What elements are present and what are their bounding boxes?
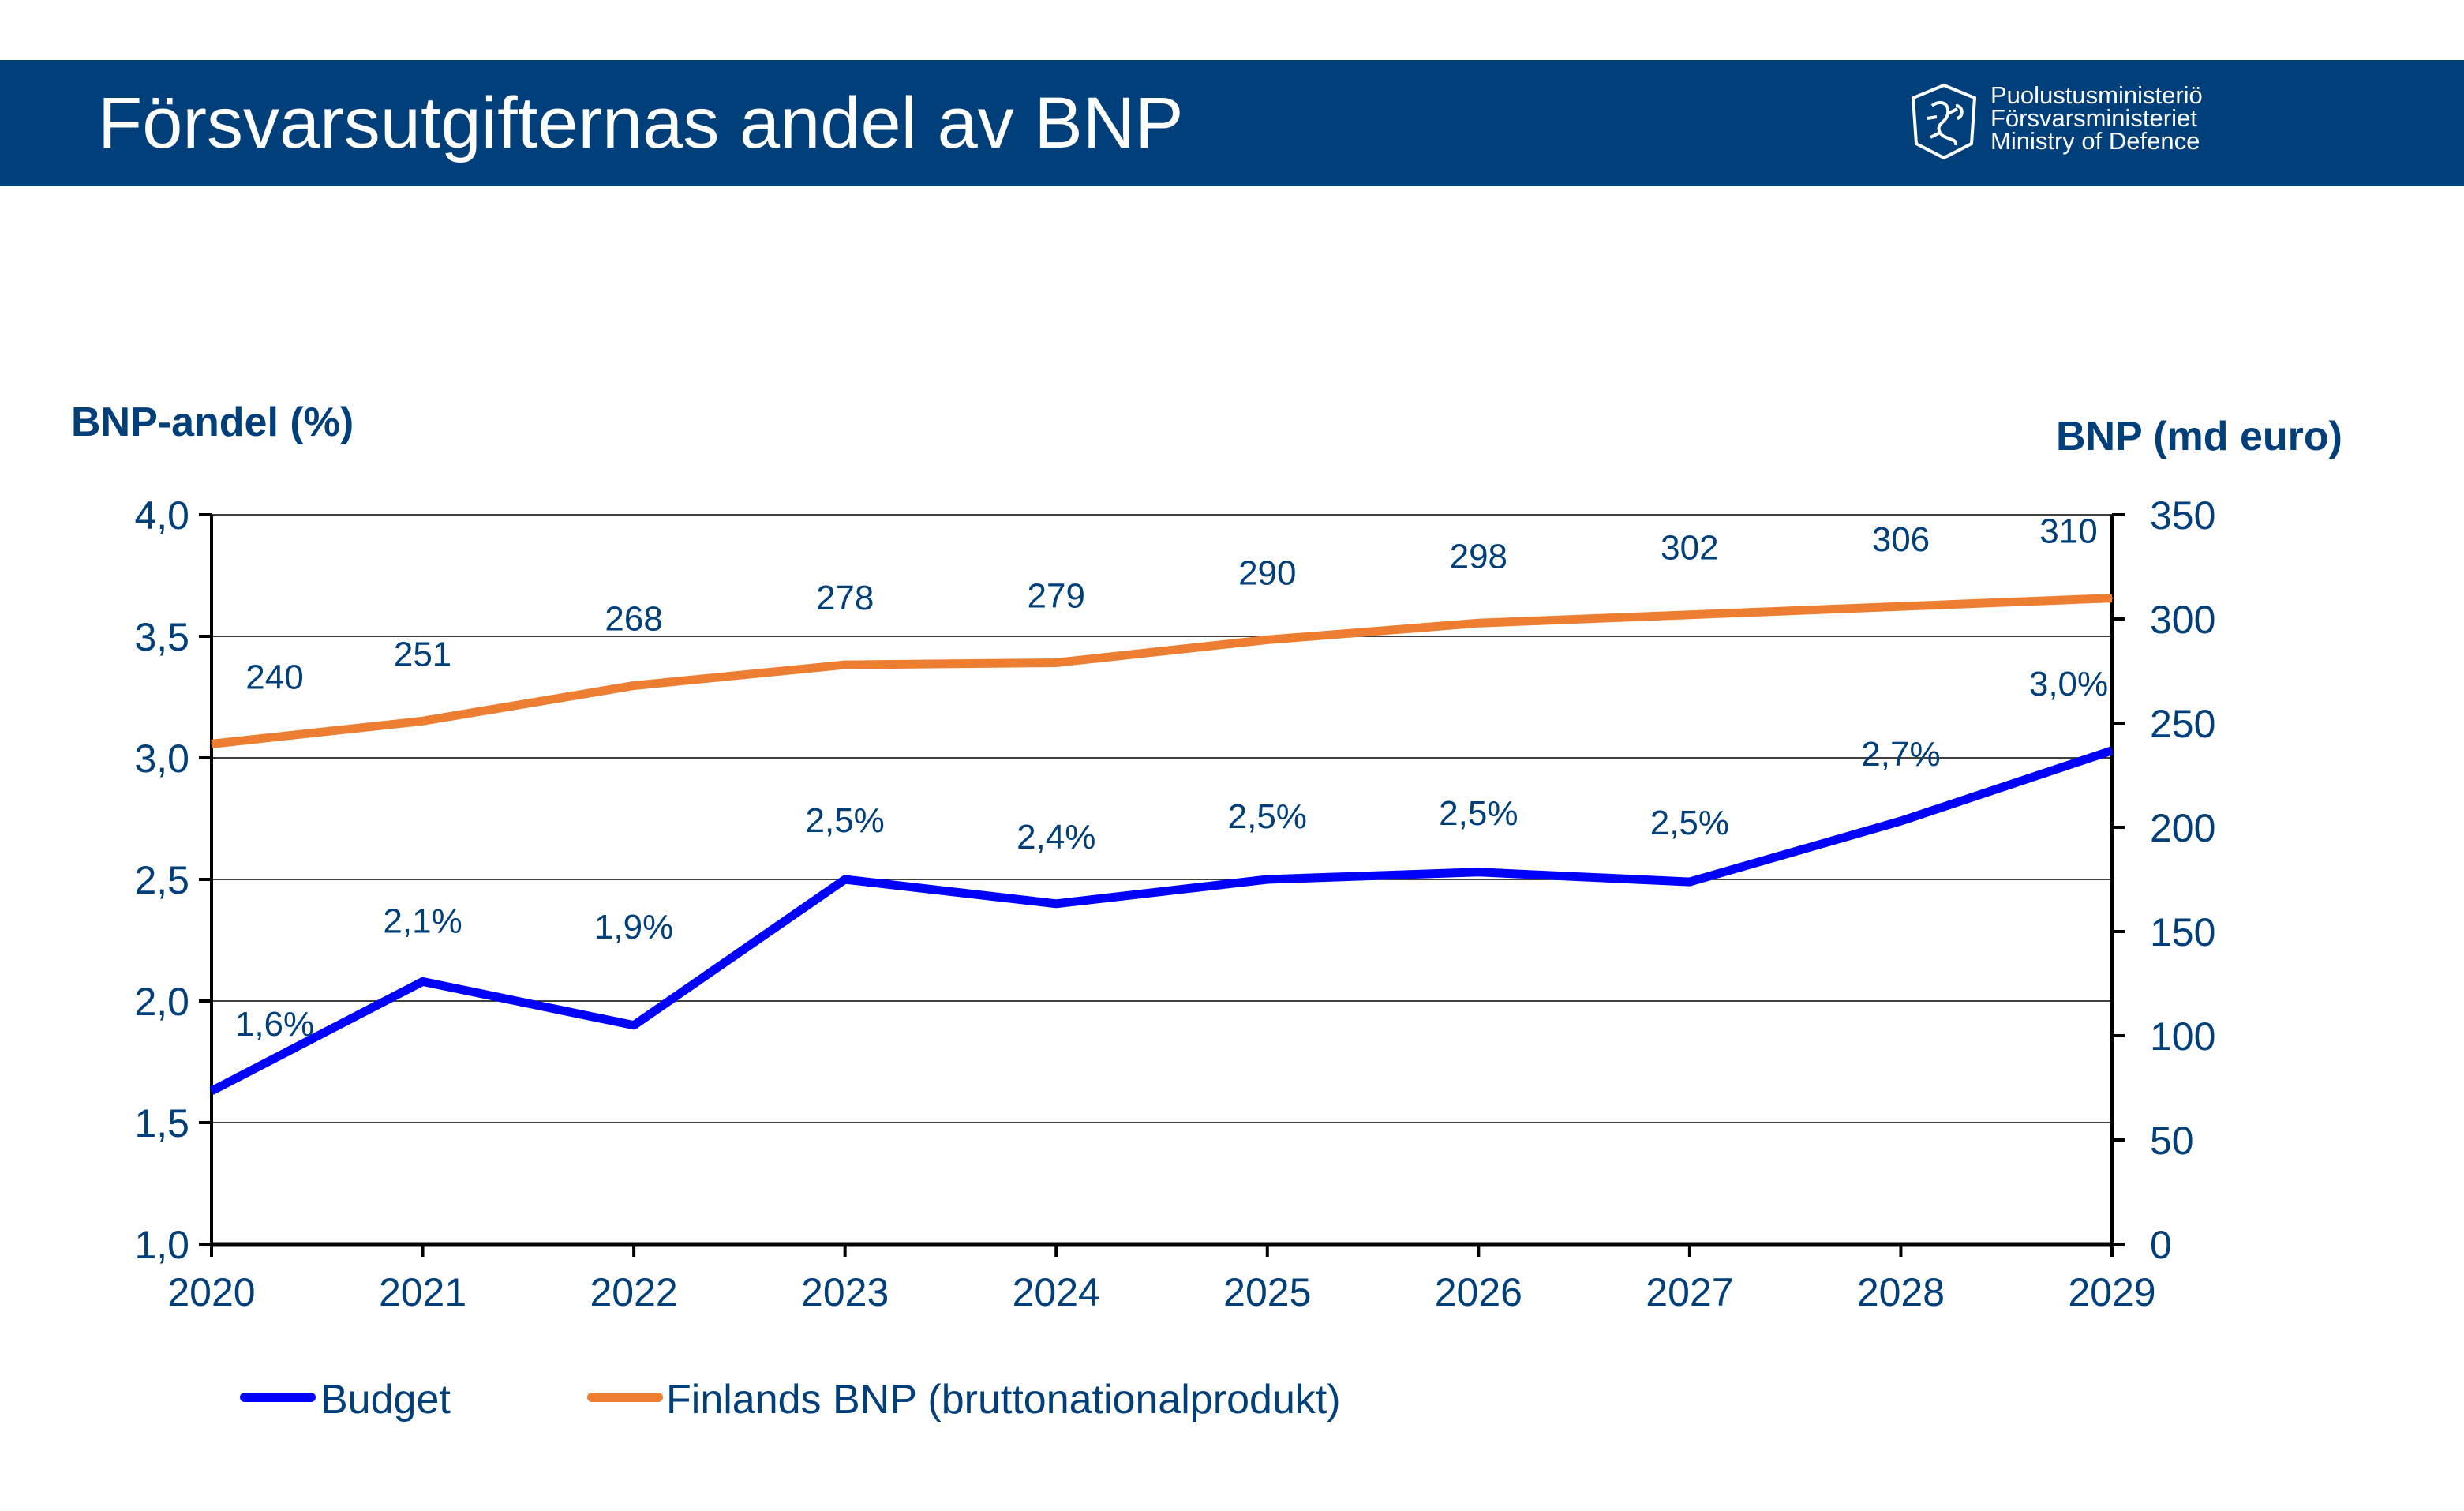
budget-point (421, 980, 424, 983)
bnp-data-label: 290 (1238, 553, 1296, 592)
budget-point (633, 1024, 635, 1026)
bnp-point (844, 664, 846, 666)
bnp-data-label: 279 (1028, 576, 1085, 615)
budget-data-label: 2,7% (1861, 735, 1940, 774)
x-tick-label: 2024 (1013, 1270, 1100, 1314)
left-tick-label: 1,5 (134, 1101, 189, 1145)
budget-data-label: 3,0% (2029, 665, 2108, 703)
bnp-point (1688, 613, 1691, 616)
bnp-data-label: 298 (1450, 537, 1507, 576)
left-tick-label: 3,0 (134, 737, 189, 781)
budget-data-label: 2,5% (1650, 804, 1729, 842)
bnp-point (1900, 606, 1902, 608)
page-title: Försvarsutgifternas andel av BNP (98, 83, 1184, 163)
bnp-data-label: 310 (2039, 512, 2097, 551)
right-axis-title: BNP (md euro) (2056, 414, 2342, 459)
gridlines (212, 514, 2112, 1123)
budget-point (844, 879, 846, 880)
x-tick-label: 2021 (379, 1270, 466, 1314)
budget-data-label: 2,5% (1439, 794, 1518, 833)
bnp-point (1055, 662, 1058, 664)
left-tick-label: 4,0 (134, 493, 189, 538)
x-tick-label: 2026 (1435, 1270, 1522, 1314)
budget-point (1688, 881, 1691, 883)
right-tick-label: 300 (2150, 598, 2215, 642)
x-tick-label: 2027 (1646, 1270, 1733, 1314)
left-tick-label: 2,0 (134, 980, 189, 1024)
left-tick-label: 2,5 (134, 858, 189, 902)
budget-data-label: 2,5% (806, 801, 885, 840)
bnp-data-label: 306 (1872, 520, 1930, 559)
legend-label-bnp: Finlands BNP (bruttonationalprodukt) (666, 1377, 1341, 1423)
x-tick-label: 2028 (1857, 1270, 1945, 1314)
bnp-point (421, 720, 424, 722)
bnp-point (2111, 597, 2113, 599)
budget-line (209, 746, 2114, 1095)
budget-data-label: 2,4% (1017, 818, 1095, 857)
budget-data-label: 1,9% (594, 908, 673, 947)
budget-point (211, 1089, 212, 1092)
bnp-line (211, 594, 2113, 748)
left-axis-title: BNP-andel (%) (71, 399, 354, 445)
logo-line-en: Ministry of Defence (1990, 127, 2200, 155)
x-axis-ticks: 2020 2021 2022 2023 2024 2025 2026 2027 2028 2029 (167, 1244, 2156, 1314)
budget-point (1900, 820, 1902, 823)
bnp-point (211, 743, 212, 745)
right-tick-label: 200 (2150, 806, 2215, 850)
x-tick-label: 2020 (167, 1270, 255, 1314)
bnp-point (633, 684, 635, 687)
left-tick-label: 3,5 (134, 615, 189, 659)
bnp-data-label: 240 (245, 658, 303, 696)
bnp-point (1266, 639, 1268, 641)
bnp-data-label: 251 (394, 635, 451, 673)
legend: Budget Finlands BNP (bruttonationalprodu… (240, 1377, 1341, 1423)
data-labels: 1,6% 2,1% 1,9% 2,5% 2,4% 2,5% 2,5% 2,5% 2,7% 3,0%… (235, 512, 2108, 1044)
right-tick-label: 0 (2150, 1223, 2172, 1267)
logo-line-fi: Puolustusministeriö (1990, 81, 2203, 109)
right-tick-label: 250 (2150, 702, 2215, 746)
budget-point (1477, 871, 1480, 873)
x-tick-label: 2023 (801, 1270, 889, 1314)
budget-data-label: 2,5% (1228, 797, 1307, 836)
bnp-data-label: 278 (816, 579, 874, 617)
bnp-data-label: 268 (605, 599, 662, 638)
budget-data-label: 1,6% (235, 1005, 314, 1044)
budget-data-label: 2,1% (383, 902, 462, 940)
series (209, 594, 2114, 1095)
right-tick-label: 50 (2150, 1119, 2194, 1163)
left-axis-ticks: 1,0 1,5 2,0 2,5 3,0 3,5 4,0 (134, 493, 212, 1267)
budget-point (2111, 749, 2113, 752)
legend-label-budget: Budget (320, 1377, 451, 1423)
title-banner: Försvarsutgifternas andel av BNP Puolust… (0, 60, 2464, 186)
logo-line-sv: Försvarsministeriet (1990, 104, 2197, 132)
right-axis-ticks: 0 50 100 150 200 250 300 350 (2112, 493, 2215, 1267)
lion-crest-logo-icon (1911, 83, 1977, 160)
bnp-point (1477, 622, 1480, 624)
x-tick-label: 2025 (1223, 1270, 1311, 1314)
left-tick-label: 1,0 (134, 1223, 189, 1267)
budget-point (1055, 902, 1058, 905)
right-tick-label: 100 (2150, 1014, 2215, 1059)
right-tick-label: 350 (2150, 493, 2215, 538)
ministry-logo-text: Puolustusministeriö Försvarsministeriet … (1990, 81, 2203, 155)
x-tick-label: 2029 (2068, 1270, 2155, 1314)
bnp-data-label: 302 (1661, 529, 1718, 568)
right-tick-label: 150 (2150, 910, 2215, 954)
budget-point (1266, 879, 1268, 880)
x-tick-label: 2022 (590, 1270, 677, 1314)
